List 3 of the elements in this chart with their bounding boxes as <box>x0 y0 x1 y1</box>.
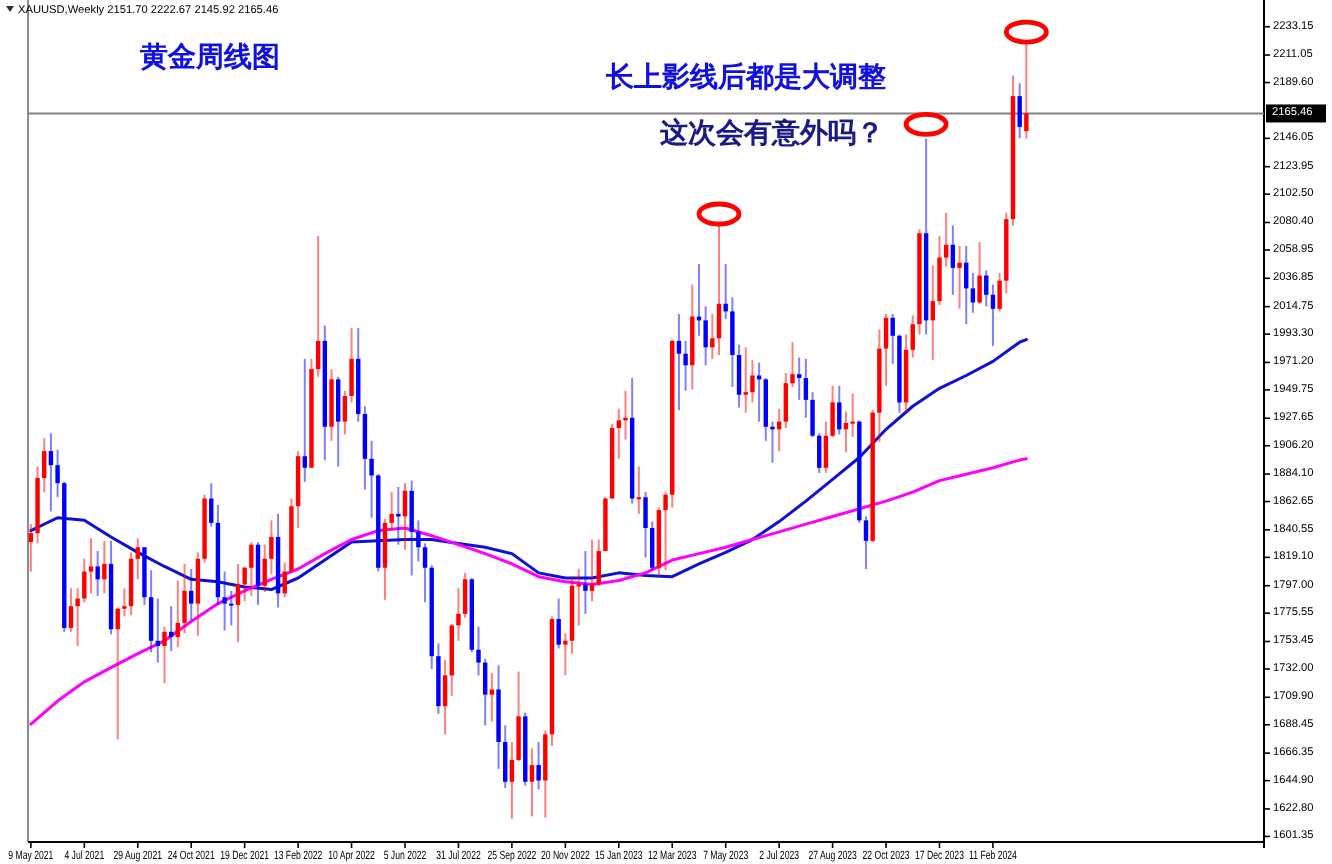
annotation: 长上影线后都是大调整 <box>606 62 886 94</box>
title: 黄金周线图 <box>140 42 280 74</box>
annotation: 这次会有意外吗？ <box>660 118 884 150</box>
